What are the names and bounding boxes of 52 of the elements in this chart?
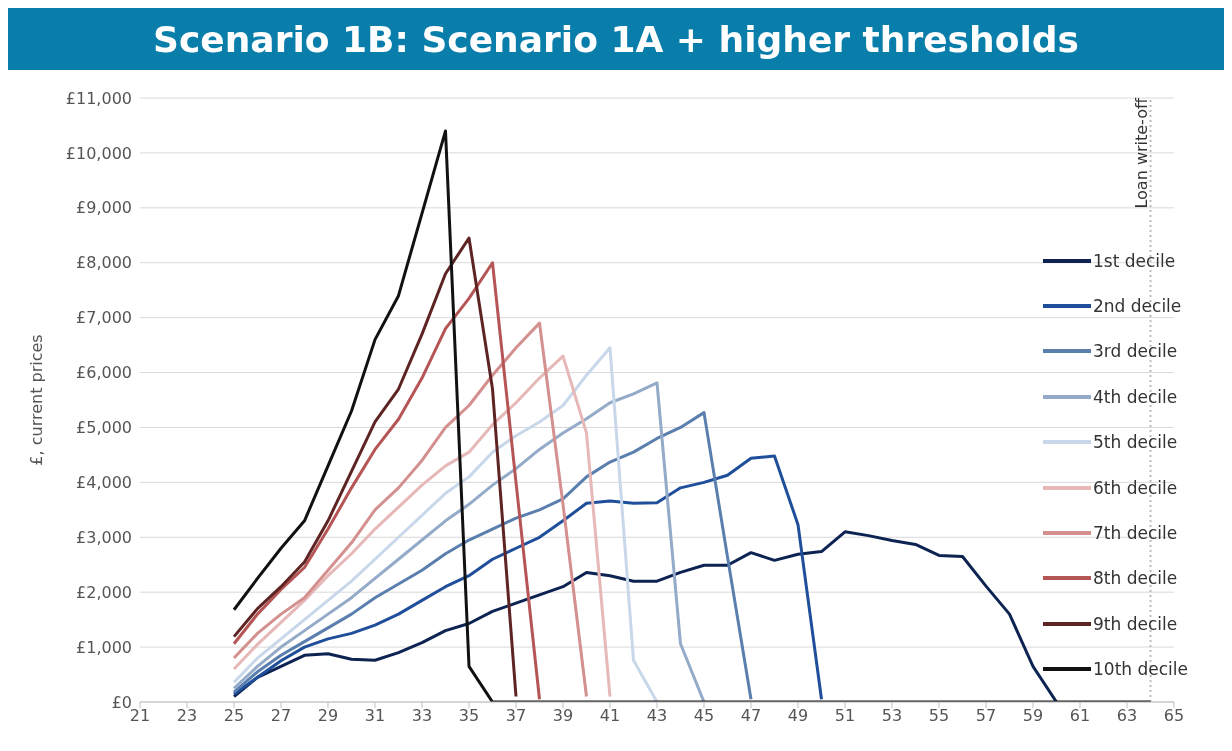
legend-label: 1st decile [1093,250,1176,271]
x-tick-label: 25 [223,706,245,726]
legend-label: 6th decile [1093,477,1178,498]
legend-label: 3rd decile [1093,341,1178,362]
x-tick-label: 55 [928,706,950,726]
x-tick-label: 53 [881,706,903,726]
y-tick-label: £11,000 [65,88,132,108]
y-tick-label: £0 [111,692,132,712]
x-tick-label: 23 [176,706,198,726]
line-series [232,530,1058,702]
x-tick-label: 39 [552,706,574,726]
legend-label: 7th decile [1093,523,1178,544]
legend-label: 2nd decile [1093,296,1182,317]
x-tick-label: 43 [646,706,668,726]
x-tick-label: 47 [740,706,762,726]
x-tick-label: 21 [129,706,151,726]
y-tick-label: £6,000 [76,363,132,383]
legend-label: 4th decile [1093,386,1178,407]
x-tick-label: 49 [787,706,809,726]
x-tick-label: 41 [599,706,621,726]
line-series [232,381,706,702]
y-tick-label: £8,000 [76,253,132,273]
ref-line-label: Loan write-off [1131,97,1151,209]
x-tick-label: 29 [317,706,339,726]
y-tick-label: £2,000 [76,582,132,602]
y-tick-label: £9,000 [76,198,132,218]
y-axis-title: £, current prices [26,334,46,466]
y-tick-label: £4,000 [76,473,132,493]
legend-label: 8th decile [1093,568,1178,589]
x-tick-label: 59 [1022,706,1044,726]
y-tick-label: £5,000 [76,418,132,438]
x-tick-label: 65 [1163,706,1185,726]
legend-label: 5th decile [1093,432,1178,453]
y-tick-label: £1,000 [76,637,132,657]
y-tick-label: £3,000 [76,527,132,547]
x-tick-label: 63 [1116,706,1138,726]
x-tick-label: 37 [505,706,527,726]
x-tick-label: 51 [834,706,856,726]
legend-label: 10th decile [1093,659,1188,680]
x-tick-label: 35 [458,706,480,726]
x-tick-label: 31 [364,706,386,726]
line-series [232,411,753,701]
chart-title: Scenario 1B: Scenario 1A + higher thresholds [8,8,1224,70]
legend-label: 9th decile [1093,613,1178,634]
x-tick-label: 45 [693,706,715,726]
x-tick-label: 33 [411,706,433,726]
y-tick-label: £10,000 [65,143,132,163]
x-tick-label: 27 [270,706,292,726]
line-series [232,454,823,701]
x-tick-label: 61 [1069,706,1091,726]
x-tick-label: 57 [975,706,997,726]
y-tick-label: £7,000 [76,308,132,328]
